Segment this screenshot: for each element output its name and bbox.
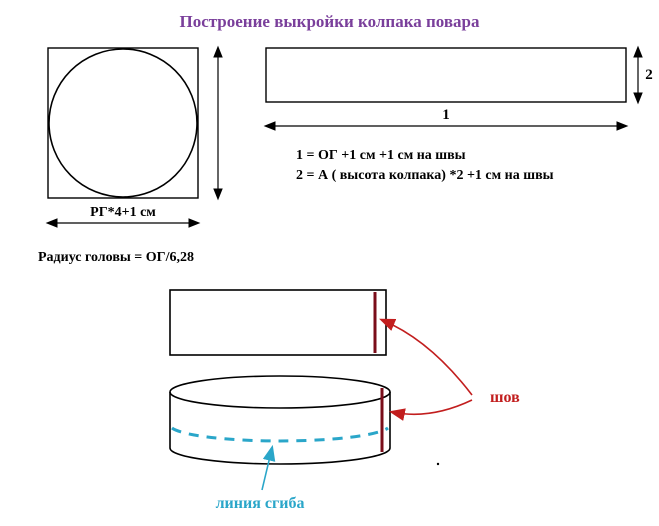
pattern-band-rect xyxy=(266,48,626,102)
band-flat xyxy=(170,290,386,355)
fold-line xyxy=(172,428,388,441)
seam-arrow-2 xyxy=(392,400,472,414)
label-fold: линия сгиба xyxy=(216,495,305,512)
diagram-svg: РГ*4+1 см 1 2 шов линия сгиба xyxy=(0,0,659,526)
label-dim2: 2 xyxy=(645,67,653,83)
band-cylinder xyxy=(170,376,390,464)
fold-arrow xyxy=(262,448,272,490)
label-dim1: 1 xyxy=(442,107,450,123)
label-circle-dim: РГ*4+1 см xyxy=(90,205,156,220)
pattern-circle xyxy=(49,49,197,197)
label-seam: шов xyxy=(490,389,520,406)
seam-arrow-1 xyxy=(382,320,472,395)
dot xyxy=(437,463,439,465)
